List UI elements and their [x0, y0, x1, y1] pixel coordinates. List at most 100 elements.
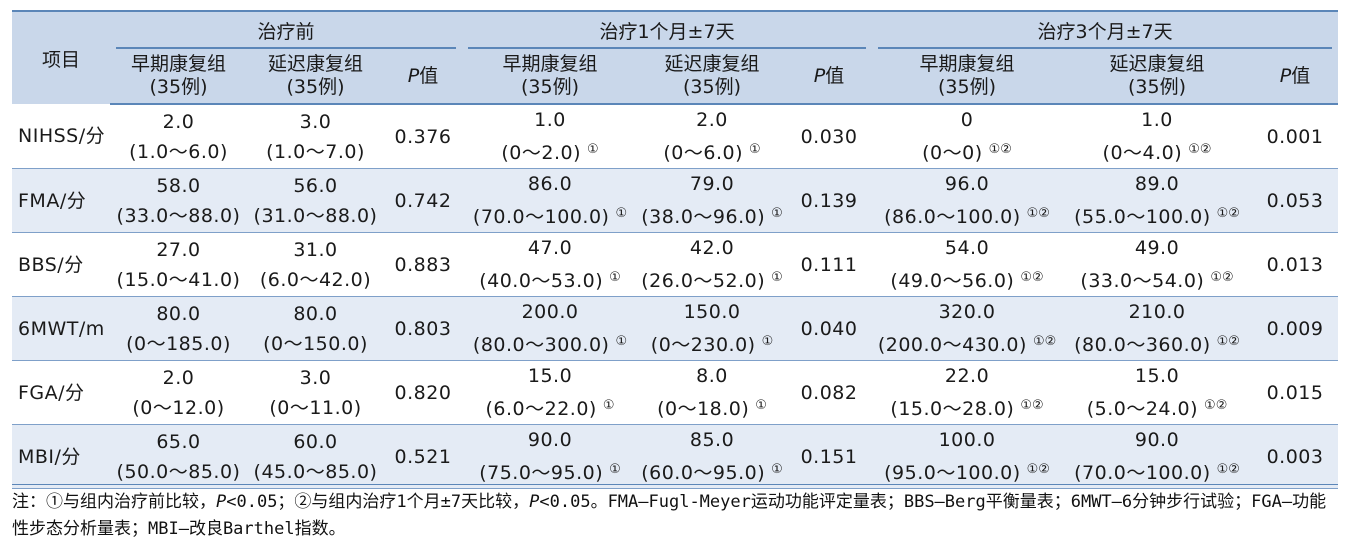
median-value: 80.0 — [156, 302, 201, 325]
p-symbol: P — [1279, 64, 1292, 87]
median-value: 1.0 — [1141, 109, 1173, 131]
p-value-cell: 0.376 — [384, 104, 463, 169]
significance-mark: ①② — [1026, 462, 1050, 477]
median-range-cell: 200.0 (80.0～300.0) ① — [462, 296, 639, 361]
significance-mark: ① — [587, 142, 599, 157]
header-group-1month: 治疗1个月±7天 — [462, 10, 873, 49]
significance-mark: ①② — [1210, 270, 1234, 285]
range-value: (31.0～88.0) — [253, 204, 378, 227]
median-value: 22.0 — [944, 365, 990, 387]
range-value: (0～150.0) — [263, 332, 368, 355]
median-range-cell: 1.0 (0～2.0) ① — [462, 104, 639, 169]
median-range-cell: 56.0 (31.0～88.0) — [247, 168, 384, 233]
range-line: (1.0～7.0) — [247, 137, 384, 167]
p-symbol: P — [407, 64, 420, 87]
range-line: (80.0～360.0) ①② — [1062, 327, 1252, 360]
range-value: (1.0～7.0) — [266, 140, 365, 163]
significance-mark: ①② — [1216, 462, 1240, 477]
range-line: (49.0～56.0) ①② — [872, 263, 1062, 296]
median-value: 210.0 — [1128, 301, 1186, 323]
table-row: FMA/分 58.0 (33.0～88.0) 56.0 (31.0～88.0) 0.742… — [12, 168, 1339, 233]
header-group-label: 治疗3个月±7天 — [1037, 21, 1173, 43]
median-value: 56.0 — [293, 174, 338, 197]
range-value: (95.0～100.0) — [884, 462, 1021, 484]
range-value: (0～18.0) — [657, 398, 750, 420]
header-late-group: 延迟康复组 (35例) — [1062, 49, 1253, 105]
header-group-label: 治疗前 — [257, 21, 315, 43]
median-range-cell: 58.0 (33.0～88.0) — [110, 168, 247, 233]
row-label: NIHSS/分 — [12, 104, 110, 169]
significance-mark: ① — [771, 462, 783, 477]
median-value: 58.0 — [156, 174, 201, 197]
header-group-count: (35例) — [1128, 76, 1187, 98]
median-range-cell: 60.0 (45.0～85.0) — [247, 424, 384, 489]
range-line: (1.0～6.0) — [110, 137, 247, 167]
range-line: (0～12.0) — [110, 393, 247, 423]
median-range-cell: 54.0 (49.0～56.0) ①② — [872, 232, 1063, 297]
header-group-before: 治疗前 — [110, 10, 463, 49]
median-range-cell: 80.0 (0～150.0) — [247, 296, 384, 361]
median-range-cell: 47.0 (40.0～53.0) ① — [462, 232, 639, 297]
significance-mark: ①② — [1020, 270, 1044, 285]
range-value: (0～12.0) — [132, 396, 225, 419]
p-value-cell: 0.883 — [384, 232, 463, 297]
header-early-group: 早期康复组 (35例) — [872, 49, 1063, 105]
note-part: <0.05。FMA—Fugl-Meyer运动功能评定量表；BBS—Berg平衡量… — [12, 492, 1327, 539]
p-value-cell: 0.151 — [786, 424, 873, 489]
note-part: <0.05；②与组内治疗1个月±7天比较， — [226, 492, 530, 512]
median-range-cell: 65.0 (50.0～85.0) — [110, 424, 247, 489]
median-value: 90.0 — [1134, 429, 1180, 451]
significance-mark: ①② — [1188, 142, 1212, 157]
median-value: 8.0 — [696, 365, 728, 387]
median-value: 200.0 — [521, 301, 579, 323]
header-early-group: 早期康复组 (35例) — [110, 49, 247, 105]
median-value: 3.0 — [299, 366, 332, 389]
range-value: (60.0～95.0) — [641, 462, 766, 484]
range-line: (60.0～95.0) ① — [638, 455, 786, 488]
header-group-name: 延迟康复组 — [1109, 53, 1205, 75]
range-value: (45.0～85.0) — [253, 460, 378, 483]
header-group-name: 延迟康复组 — [267, 53, 363, 75]
median-value: 80.0 — [293, 302, 338, 325]
p-value-cell: 0.521 — [384, 424, 463, 489]
median-range-cell: 49.0 (33.0～54.0) ①② — [1062, 232, 1253, 297]
row-label: MBI/分 — [12, 424, 110, 489]
significance-mark: ① — [761, 334, 774, 349]
range-line: (0～4.0) ①② — [1062, 135, 1252, 168]
median-value: 2.0 — [162, 110, 195, 133]
header-group-count: (35例) — [149, 76, 208, 98]
median-value: 2.0 — [696, 109, 728, 131]
median-value: 89.0 — [1134, 173, 1180, 195]
range-line: (33.0～88.0) — [110, 201, 247, 231]
median-range-cell: 90.0 (75.0～95.0) ① — [462, 424, 639, 489]
header-p-value: P值 — [1252, 49, 1339, 105]
header-group-name: 早期康复组 — [919, 53, 1015, 75]
range-line: (0～185.0) — [110, 329, 247, 359]
range-value: (26.0～52.0) — [641, 270, 766, 292]
significance-mark: ① — [602, 398, 615, 413]
table-row: 6MWT/m 80.0 (0～185.0) 80.0 (0～150.0) 0.803 200… — [12, 296, 1339, 361]
header-row-groups: 项目 治疗前 治疗1个月±7天 治疗3个月±7天 — [12, 10, 1339, 104]
range-value: (15.0～28.0) — [890, 398, 1015, 420]
p-value-cell: 0.742 — [384, 168, 463, 233]
range-line: (200.0～430.0) ①② — [872, 327, 1062, 360]
significance-mark: ①② — [988, 142, 1012, 157]
median-range-cell: 85.0 (60.0～95.0) ① — [638, 424, 787, 489]
range-line: (0～2.0) ① — [462, 135, 638, 168]
significance-mark: ① — [749, 142, 761, 157]
p-value-cell: 0.003 — [1252, 424, 1339, 489]
table-body: NIHSS/分 2.0 (1.0～6.0) 3.0 (1.0～7.0) 0.376 1.0 (… — [12, 104, 1339, 489]
range-line: (15.0～41.0) — [110, 265, 247, 295]
p-value-cell: 0.139 — [786, 168, 873, 233]
range-value: (75.0～95.0) — [479, 462, 604, 484]
median-range-cell: 15.0 (6.0～22.0) ① — [462, 360, 639, 425]
significance-mark: ① — [609, 462, 621, 477]
p-value-cell: 0.111 — [786, 232, 873, 297]
range-value: (70.0～100.0) — [472, 206, 610, 228]
range-line: (45.0～85.0) — [247, 457, 384, 487]
range-value: (0～0) — [922, 142, 983, 164]
median-value: 47.0 — [527, 237, 573, 259]
row-label: FMA/分 — [12, 168, 110, 233]
median-value: 65.0 — [156, 430, 201, 453]
header-p-value: P值 — [786, 49, 873, 105]
